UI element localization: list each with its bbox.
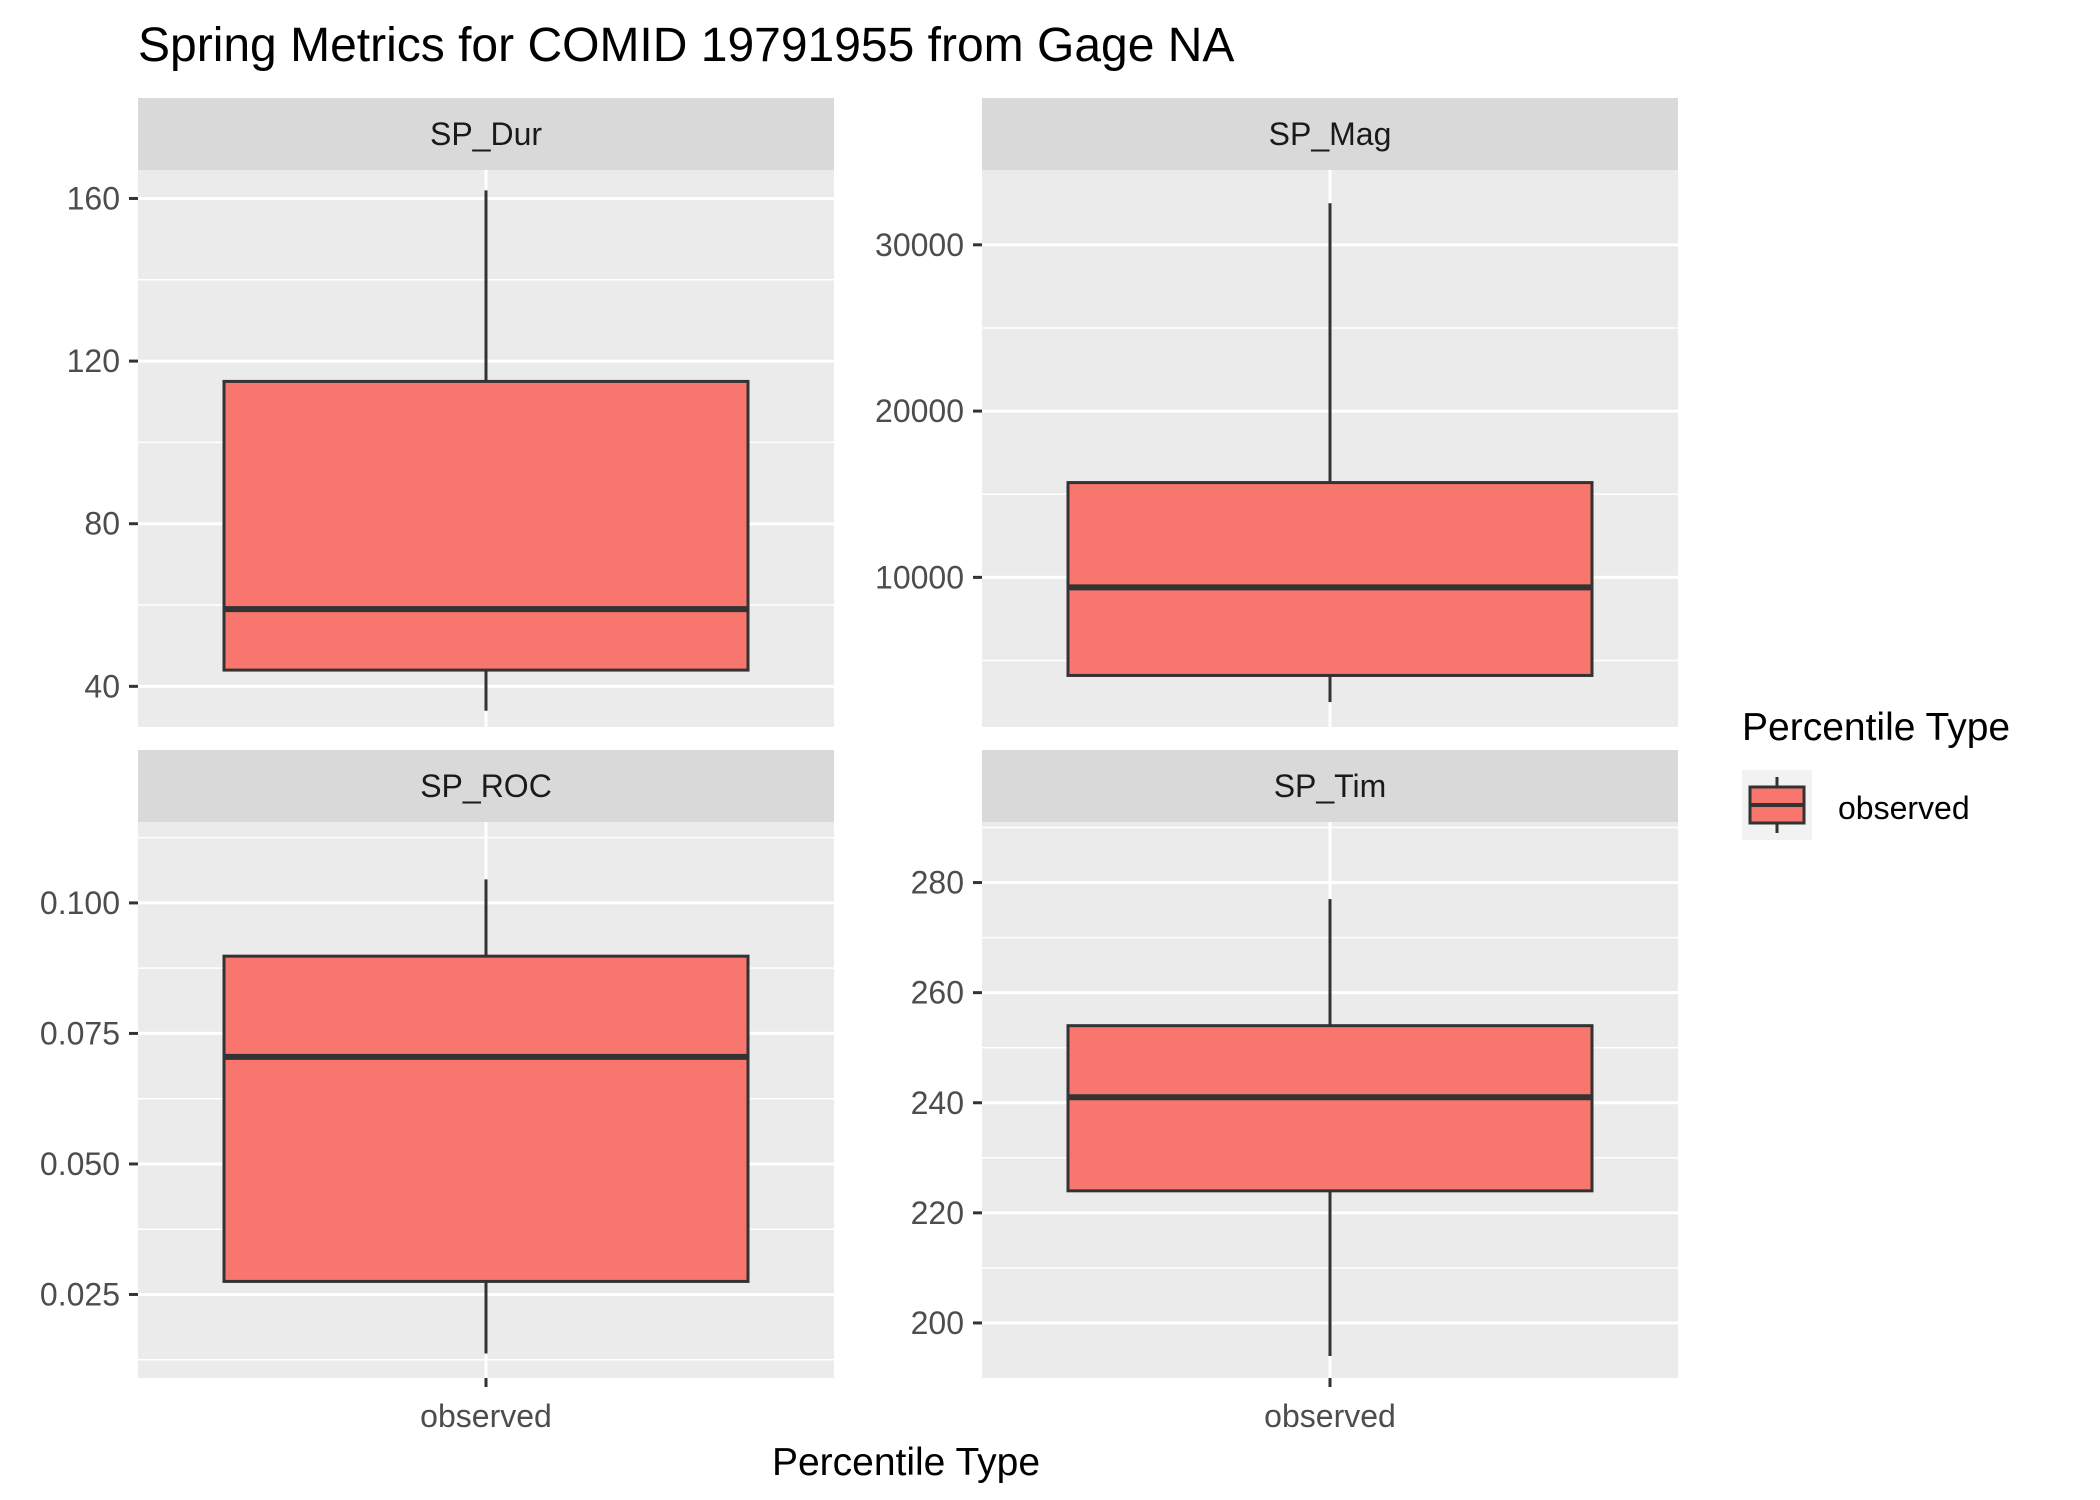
y-tick-label: 220 bbox=[911, 1195, 964, 1231]
box-iqr bbox=[1066, 481, 1594, 677]
facet-strip bbox=[138, 98, 834, 170]
box-iqr bbox=[222, 379, 750, 672]
facet-sp-mag: SP_Mag 10000 20000 30000 bbox=[875, 98, 1678, 727]
boxplot-observed bbox=[222, 190, 750, 711]
y-tick-label: 10000 bbox=[875, 559, 964, 595]
x-tick-label: observed bbox=[420, 1398, 552, 1434]
y-tick-label: 0.050 bbox=[40, 1146, 120, 1182]
y-tick-label: 0.100 bbox=[40, 885, 120, 921]
legend-key-observed bbox=[1742, 770, 1812, 840]
facet-strip bbox=[138, 750, 834, 822]
x-axis-title: Percentile Type bbox=[772, 1441, 1040, 1484]
facet-sp-tim: SP_Tim 200 220 240 260 280 observed bbox=[911, 750, 1678, 1434]
y-tick-label: 240 bbox=[911, 1085, 964, 1121]
facet-strip-label: SP_ROC bbox=[420, 768, 552, 804]
y-tick-label: 40 bbox=[84, 668, 120, 704]
y-tick-label: 80 bbox=[84, 506, 120, 542]
box-iqr bbox=[1066, 1024, 1594, 1193]
y-tick-label: 0.075 bbox=[40, 1015, 120, 1051]
facet-strip bbox=[982, 98, 1678, 170]
x-tick-label: observed bbox=[1264, 1398, 1396, 1434]
facet-panels: SP_Dur4080120160SP_Mag100002000030000SP_… bbox=[40, 98, 1678, 1434]
legend: Percentile Type observed bbox=[1742, 706, 2010, 840]
boxplot-observed bbox=[222, 879, 750, 1354]
boxplot-observed bbox=[1066, 899, 1594, 1356]
facet-strip-label: SP_Dur bbox=[430, 116, 542, 152]
y-tick-label: 280 bbox=[911, 865, 964, 901]
y-tick-label: 30000 bbox=[875, 227, 964, 263]
facet-strip bbox=[982, 750, 1678, 822]
y-tick-label: 20000 bbox=[875, 393, 964, 429]
y-tick-label: 0.025 bbox=[40, 1276, 120, 1312]
y-tick-label: 200 bbox=[911, 1305, 964, 1341]
y-tick-label: 160 bbox=[67, 180, 120, 216]
facet-strip-label: SP_Tim bbox=[1274, 768, 1387, 804]
legend-title: Percentile Type bbox=[1742, 706, 2010, 749]
y-tick-label: 120 bbox=[67, 343, 120, 379]
facet-strip-label: SP_Mag bbox=[1269, 116, 1392, 152]
legend-label-observed: observed bbox=[1838, 790, 1970, 826]
box-iqr bbox=[222, 954, 750, 1283]
facet-sp-dur: SP_Dur 40 80 120 160 bbox=[67, 98, 834, 727]
boxplot-observed bbox=[1066, 203, 1594, 703]
chart-title: Spring Metrics for COMID 19791955 from G… bbox=[138, 19, 1234, 72]
facet-sp-roc: SP_ROC 0.025 0.050 0.075 0.100 observed bbox=[40, 750, 834, 1434]
y-tick-label: 260 bbox=[911, 975, 964, 1011]
